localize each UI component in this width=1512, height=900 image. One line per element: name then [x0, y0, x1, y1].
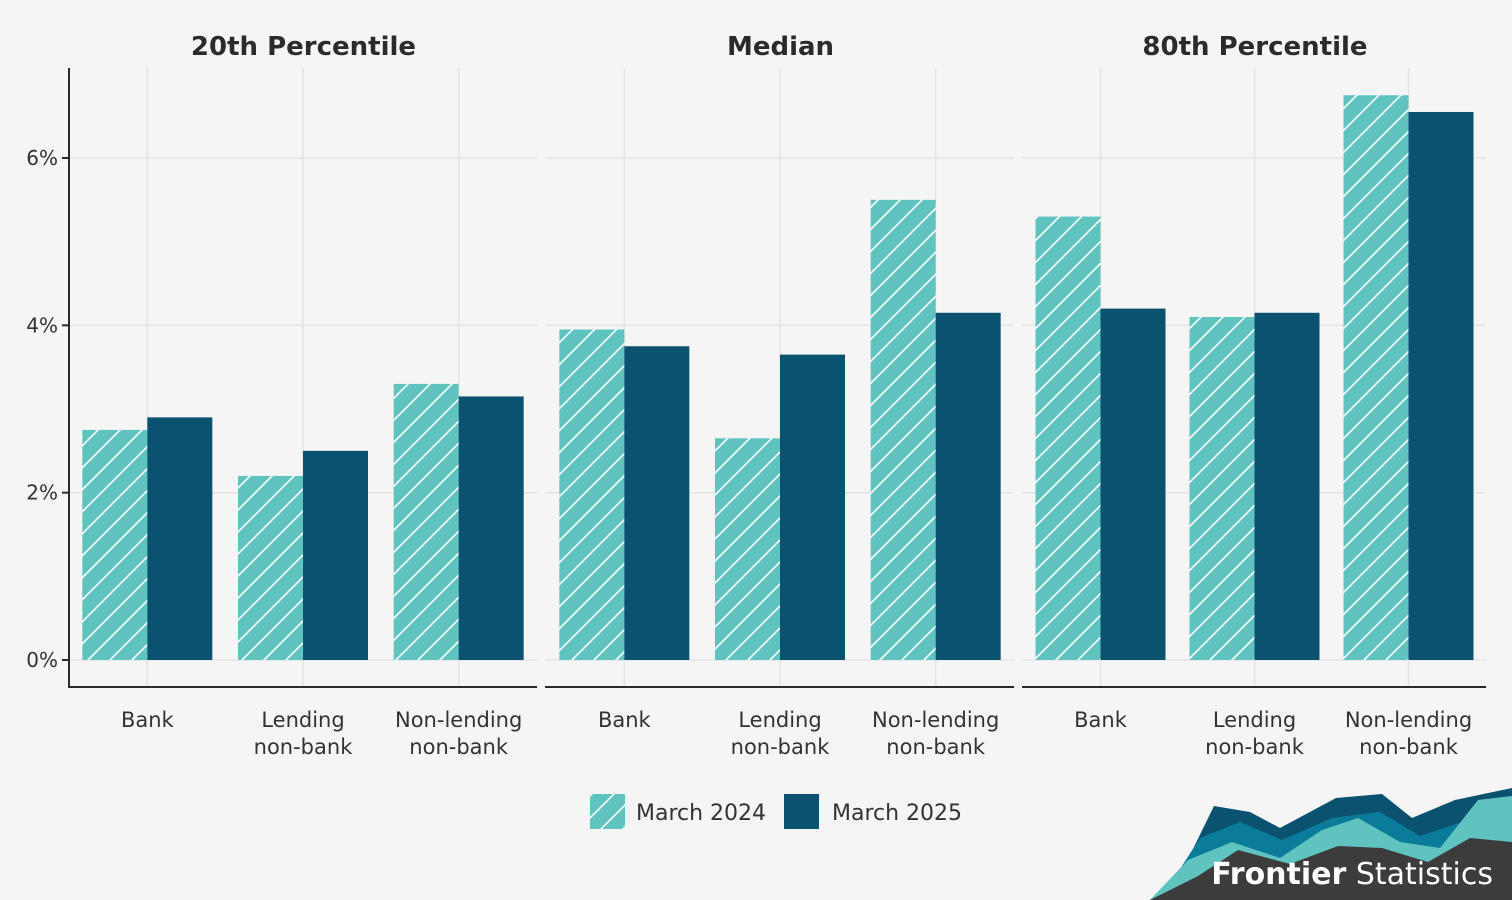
bar-march-2025-2	[1254, 312, 1320, 660]
panel-title: Median	[727, 32, 834, 62]
panel-title: 20th Percentile	[191, 32, 416, 62]
category-label: Non-lending non-bank	[395, 708, 522, 759]
bar-march-2024-1	[559, 329, 625, 660]
panel-1: 20th Percentile Bank Lending non-bank Non-le…	[68, 32, 537, 759]
bar-march-2025-1	[147, 417, 213, 660]
bar-march-2025-3	[935, 312, 1001, 660]
category-label: Non-lending non-bank	[872, 708, 999, 759]
logo-brand-bold: Frontier	[1211, 857, 1346, 892]
y-tick-label: 2%	[26, 481, 58, 505]
bar-march-2025-2	[303, 450, 368, 660]
logo-mountain-dark	[1150, 838, 1512, 900]
bar-march-2025-1	[624, 346, 690, 660]
panel-title: 80th Percentile	[1142, 32, 1367, 62]
bar-march-2024-3	[1343, 95, 1409, 660]
category-label: Lending non-bank	[1205, 708, 1305, 759]
y-tick-label: 6%	[26, 146, 58, 170]
category-label: Bank	[121, 708, 175, 732]
frontier-statistics-logo: Frontier Statistics	[1150, 788, 1512, 900]
category-label: Lending non-bank	[254, 708, 354, 759]
panels-group: 20th Percentile Bank Lending non-bank Non-le…	[26, 32, 1486, 759]
legend-label: March 2025	[832, 801, 962, 826]
panel-3: 80th Percentile Bank Lending non-bank Non-le…	[1022, 32, 1486, 759]
y-axis: 0% 2% 4% 6%	[26, 68, 70, 688]
category-label: Bank	[598, 708, 652, 732]
bar-march-2024-3	[870, 199, 936, 661]
category-label: Bank	[1074, 708, 1128, 732]
bar-march-2024-2	[715, 438, 780, 660]
y-tick-label: 4%	[26, 313, 58, 337]
bar-march-2025-2	[780, 354, 845, 660]
bar-march-2024-1	[1035, 216, 1101, 661]
bar-march-2025-3	[1408, 111, 1474, 660]
bar-march-2025-3	[458, 396, 524, 660]
legend-swatch-march-2025	[784, 794, 819, 829]
y-tick-label: 0%	[26, 648, 58, 672]
bar-march-2025-1	[1100, 308, 1166, 660]
legend-swatch-march-2024	[590, 794, 625, 829]
panel-2: Median Bank Lending non-bank Non-lending non-…	[545, 32, 1014, 759]
logo-brand-regular: Statistics	[1346, 857, 1493, 892]
bar-march-2024-2	[1189, 316, 1255, 660]
bar-march-2024-2	[238, 475, 303, 660]
category-label: Lending non-bank	[731, 708, 831, 759]
bar-march-2024-1	[82, 429, 148, 660]
legend-label: March 2024	[636, 801, 766, 826]
bar-march-2024-3	[393, 383, 459, 660]
category-label: Non-lending non-bank	[1345, 708, 1472, 759]
legend: March 2024 March 2025	[590, 794, 962, 829]
logo-text: Frontier Statistics	[1211, 857, 1493, 892]
